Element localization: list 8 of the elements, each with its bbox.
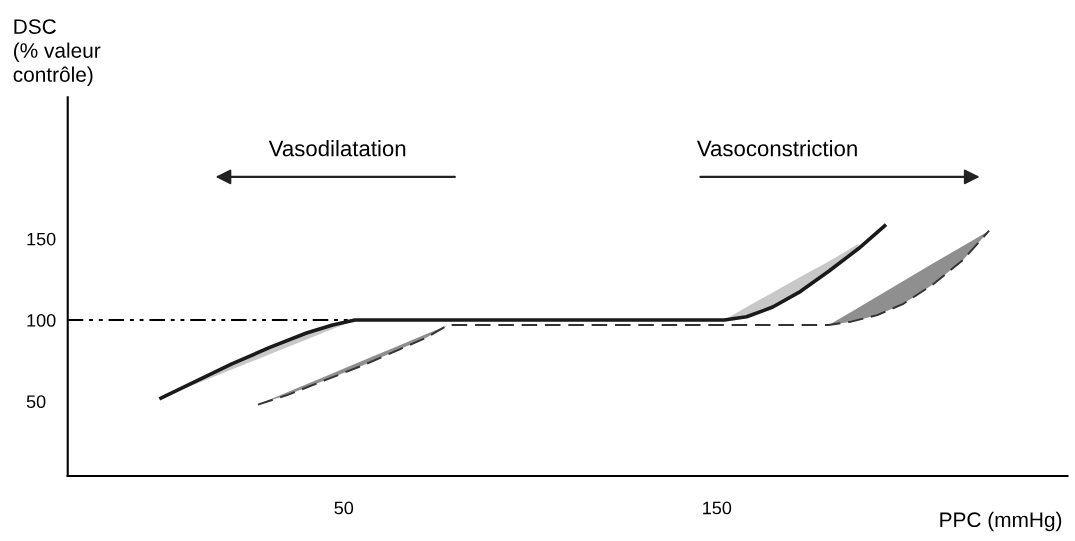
annotation: Vasodilatation bbox=[268, 140, 406, 157]
y-tick-label: 100 bbox=[27, 313, 56, 327]
x-axis-title: PPC (mmHg) bbox=[940, 511, 1062, 532]
line-series bbox=[159, 223, 887, 400]
y-tick-label: 150 bbox=[27, 232, 56, 246]
annotation: Vasoconstriction bbox=[696, 140, 857, 157]
y-axis-title: DSC (% valeur contrôle) bbox=[13, 19, 101, 87]
y-tick-label: 50 bbox=[26, 395, 46, 409]
